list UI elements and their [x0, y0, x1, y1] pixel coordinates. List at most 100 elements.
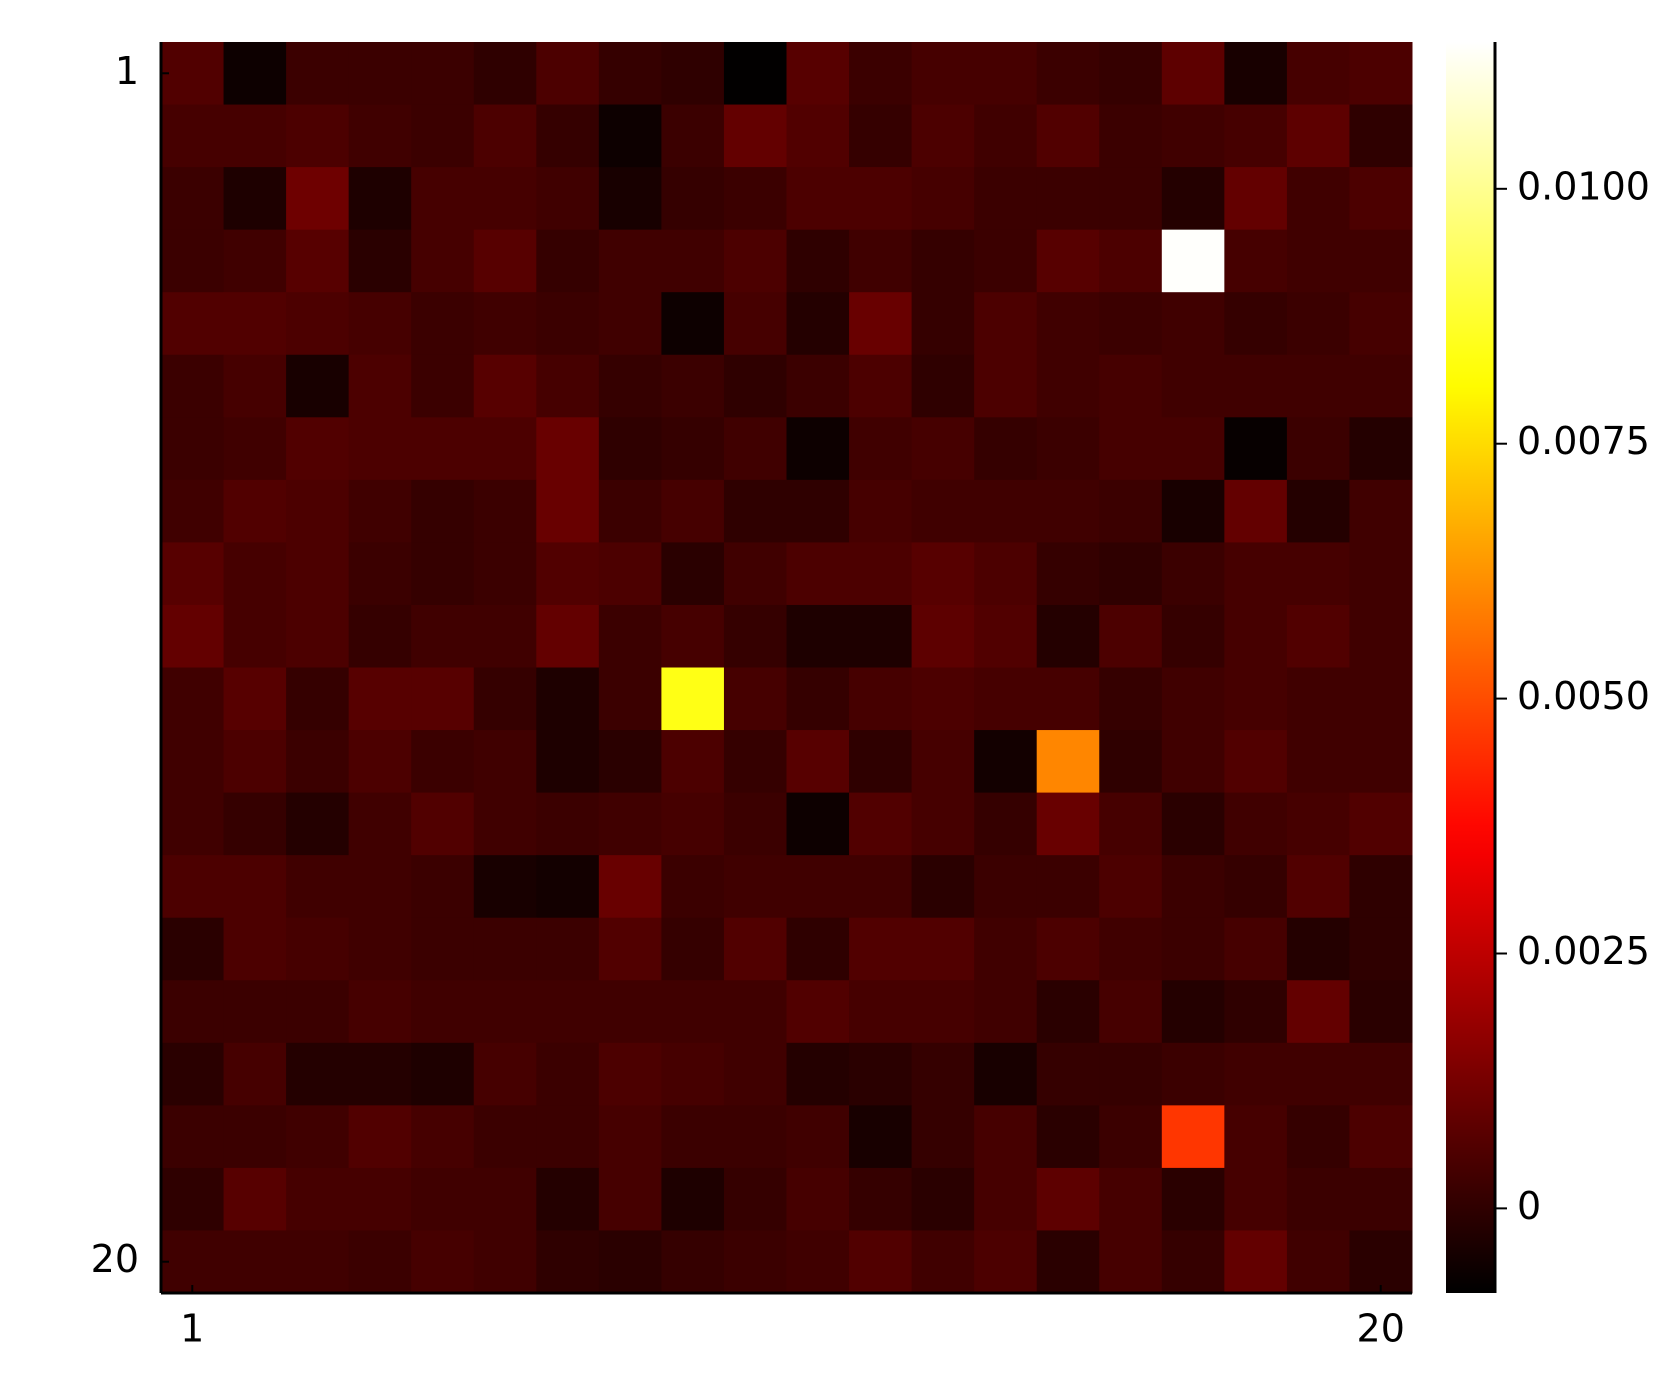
heatmap-cell — [473, 792, 537, 856]
heatmap-cell — [536, 167, 600, 231]
heatmap-cell — [723, 479, 787, 543]
heatmap-cell — [1349, 104, 1413, 168]
heatmap-cell — [1224, 417, 1288, 481]
y-tick-label: 1 — [115, 49, 139, 93]
heatmap-cell — [974, 354, 1038, 418]
heatmap-cell — [473, 917, 537, 981]
heatmap-cell — [911, 542, 975, 606]
heatmap-cell — [911, 1105, 975, 1169]
heatmap-cell — [1224, 604, 1288, 668]
heatmap-cell — [1036, 42, 1100, 106]
heatmap-cell — [661, 479, 725, 543]
heatmap-cell — [661, 917, 725, 981]
heatmap-cell — [849, 104, 913, 168]
heatmap-cell — [411, 229, 475, 293]
heatmap-cell — [473, 354, 537, 418]
heatmap-cell — [223, 792, 287, 856]
heatmap-cell — [473, 730, 537, 794]
heatmap-cell — [1224, 542, 1288, 606]
heatmap-cell — [411, 667, 475, 731]
heatmap-cell — [723, 1105, 787, 1169]
heatmap-cell — [1349, 855, 1413, 919]
heatmap-cell — [974, 604, 1038, 668]
heatmap-cell — [598, 104, 662, 168]
heatmap-cell — [473, 667, 537, 731]
heatmap-cell — [723, 292, 787, 356]
heatmap-cell — [974, 917, 1038, 981]
heatmap-cell — [1286, 229, 1350, 293]
heatmap-cell — [223, 167, 287, 231]
heatmap-cell — [661, 354, 725, 418]
heatmap-cell — [911, 980, 975, 1044]
heatmap-cell — [348, 730, 412, 794]
heatmap-cell — [223, 730, 287, 794]
heatmap-cell — [1224, 1230, 1288, 1294]
heatmap-cell — [911, 104, 975, 168]
heatmap-cell — [348, 104, 412, 168]
heatmap-cell — [161, 667, 225, 731]
heatmap-cell — [1161, 104, 1225, 168]
heatmap-cell — [1036, 792, 1100, 856]
heatmap-cell — [161, 730, 225, 794]
y-tick-label: 20 — [91, 1237, 139, 1281]
heatmap-cell — [286, 1042, 350, 1106]
heatmap-cell — [1099, 354, 1163, 418]
heatmap-cell — [473, 1230, 537, 1294]
heatmap-cell — [1161, 1042, 1225, 1106]
heatmap-cell — [974, 167, 1038, 231]
heatmap-cell — [1286, 417, 1350, 481]
heatmap-cell — [974, 229, 1038, 293]
heatmap-cell — [473, 42, 537, 106]
heatmap-cell — [1161, 855, 1225, 919]
heatmap-cell — [911, 855, 975, 919]
heatmap-cell — [723, 417, 787, 481]
heatmap-cell — [286, 292, 350, 356]
heatmap-cell — [1286, 42, 1350, 106]
heatmap-cell — [1161, 479, 1225, 543]
heatmap-cell — [223, 292, 287, 356]
heatmap-cell — [473, 292, 537, 356]
heatmap-cell — [1286, 104, 1350, 168]
heatmap-cell — [849, 542, 913, 606]
heatmap-cell — [723, 730, 787, 794]
heatmap-cell — [1349, 229, 1413, 293]
heatmap-cell — [661, 104, 725, 168]
heatmap-cell — [348, 167, 412, 231]
heatmap-cell — [223, 104, 287, 168]
heatmap-cell — [1036, 1167, 1100, 1231]
heatmap-cell — [473, 1105, 537, 1169]
heatmap-cell — [1349, 479, 1413, 543]
heatmap-cell — [1036, 667, 1100, 731]
heatmap-cell — [473, 542, 537, 606]
heatmap-cell — [661, 542, 725, 606]
heatmap-cell — [1099, 1105, 1163, 1169]
heatmap-cell — [661, 292, 725, 356]
heatmap-cell — [1036, 1042, 1100, 1106]
heatmap-cell — [1099, 104, 1163, 168]
heatmap-cell — [161, 542, 225, 606]
heatmap-cell — [1161, 792, 1225, 856]
heatmap-cell — [286, 229, 350, 293]
heatmap-cell — [1099, 980, 1163, 1044]
heatmap-cell — [786, 1230, 850, 1294]
heatmap-cell — [786, 855, 850, 919]
heatmap-cell — [598, 792, 662, 856]
heatmap-cell — [1224, 292, 1288, 356]
heatmap-cell — [161, 292, 225, 356]
heatmap-cell — [1286, 1167, 1350, 1231]
heatmap-cell — [723, 855, 787, 919]
heatmap-cell — [161, 1042, 225, 1106]
heatmap-cell — [473, 479, 537, 543]
heatmap-cell — [1286, 542, 1350, 606]
heatmap-cell — [849, 229, 913, 293]
heatmap-cell — [223, 1167, 287, 1231]
heatmap-cell — [348, 479, 412, 543]
heatmap-cell — [411, 604, 475, 668]
heatmap-cell — [223, 604, 287, 668]
heatmap-cell — [1099, 792, 1163, 856]
heatmap-cell — [1036, 730, 1100, 794]
heatmap-cell — [1224, 42, 1288, 106]
heatmap-cell — [286, 855, 350, 919]
heatmap-cell — [1036, 1230, 1100, 1294]
heatmap-cell — [1349, 1105, 1413, 1169]
